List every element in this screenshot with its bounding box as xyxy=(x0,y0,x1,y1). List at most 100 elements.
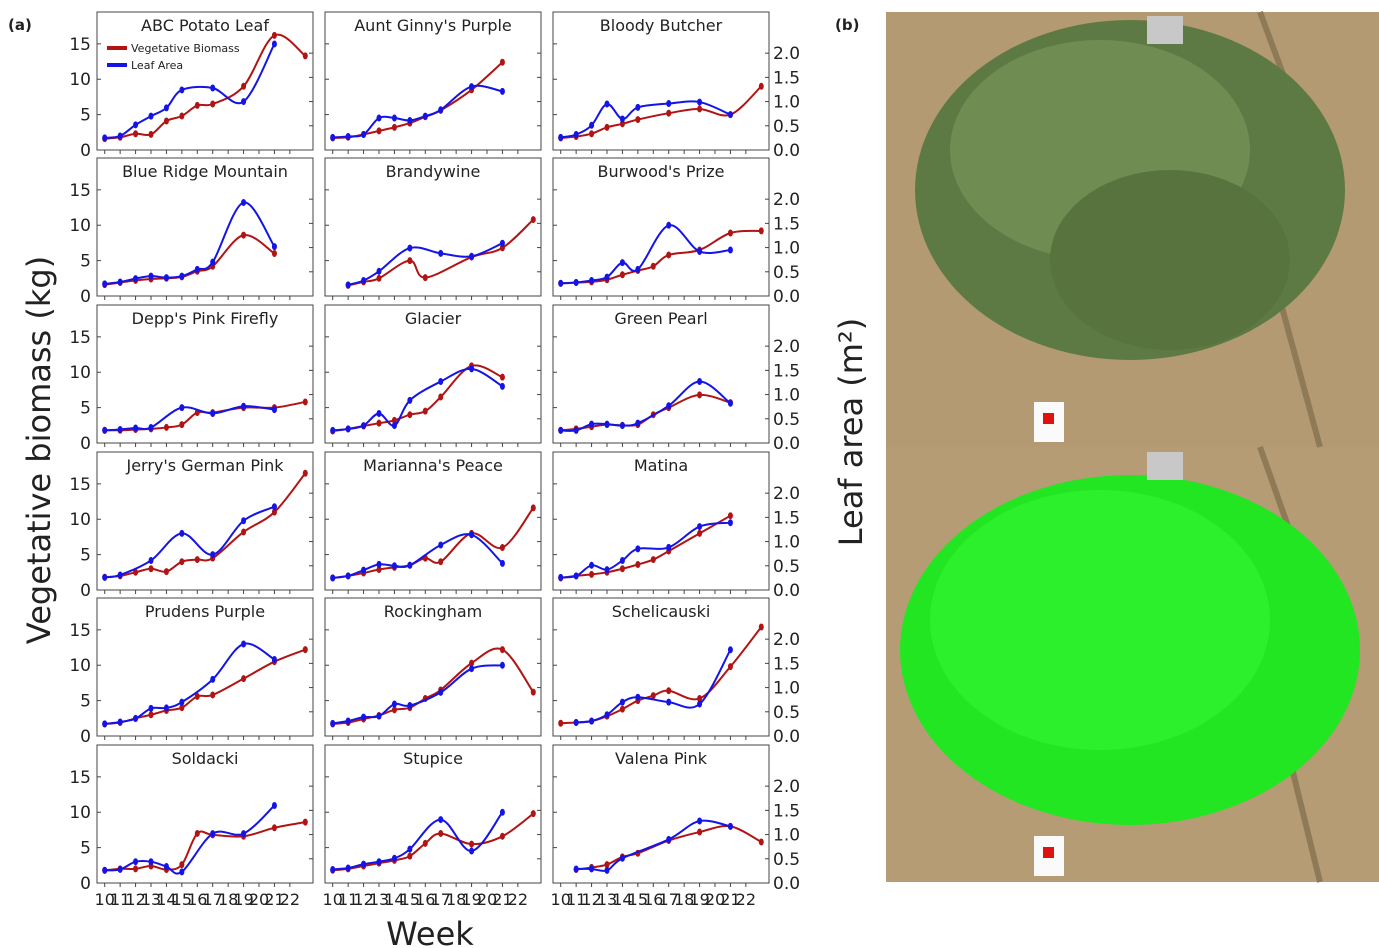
y-tick-label: 0 xyxy=(80,287,91,307)
panel-title: Valena Pink xyxy=(615,749,708,768)
data-point xyxy=(133,715,139,723)
data-point xyxy=(102,866,108,874)
data-point xyxy=(697,700,703,708)
x-tick-label: 13 xyxy=(369,890,389,909)
panel-label: (a) xyxy=(8,16,32,34)
panel-title: Aunt Ginny's Purple xyxy=(354,16,512,35)
data-point xyxy=(499,544,505,552)
panel-title: Brandywine xyxy=(386,162,481,181)
data-point xyxy=(499,559,505,567)
fit-curve xyxy=(576,819,731,872)
data-point xyxy=(530,216,536,224)
data-point xyxy=(604,566,610,574)
data-point xyxy=(619,698,625,706)
data-point xyxy=(619,422,625,430)
data-point xyxy=(179,558,185,566)
data-point xyxy=(589,865,595,873)
y2-tick-label: 1.5 xyxy=(773,801,800,821)
y2-tick-label: 1.0 xyxy=(773,679,800,699)
y2-tick-label: 0.0 xyxy=(773,141,800,161)
y-tick-label: 15 xyxy=(69,768,91,788)
x-tick-label: 16 xyxy=(415,890,435,909)
data-point xyxy=(102,134,108,142)
y-tick-label: 0 xyxy=(80,434,91,454)
data-point xyxy=(619,259,625,267)
data-point xyxy=(271,243,277,251)
data-point xyxy=(697,529,703,537)
x-tick-label: 18 xyxy=(674,890,694,909)
data-point xyxy=(697,98,703,106)
data-point xyxy=(407,701,413,709)
data-point xyxy=(376,127,382,135)
panel-title: Jerry's German Pink xyxy=(125,456,284,475)
fit-curve xyxy=(104,472,307,579)
data-point xyxy=(619,271,625,279)
panel-frame xyxy=(96,157,314,297)
y-tick-label: 0 xyxy=(80,874,91,894)
data-point xyxy=(179,861,185,869)
x-tick-label: 10 xyxy=(95,890,115,909)
fit-curve xyxy=(332,367,503,432)
x-tick-label: 15 xyxy=(628,890,648,909)
data-point xyxy=(133,130,139,138)
data-point xyxy=(697,828,703,836)
data-point xyxy=(271,503,277,511)
data-point xyxy=(376,712,382,720)
data-point xyxy=(194,829,200,837)
fit-curve xyxy=(560,393,731,432)
data-point xyxy=(666,221,672,229)
data-point xyxy=(345,132,351,140)
data-point xyxy=(422,839,428,847)
fit-curve xyxy=(560,100,731,139)
data-point xyxy=(361,422,367,430)
panel-title: Glacier xyxy=(405,309,462,328)
panel-frame xyxy=(324,11,542,151)
data-point xyxy=(210,551,216,559)
panel-frame xyxy=(96,11,314,151)
y2-tick-label: 0.0 xyxy=(773,434,800,454)
data-point xyxy=(619,115,625,123)
data-point xyxy=(302,646,308,654)
data-point xyxy=(210,691,216,699)
photos xyxy=(886,10,1379,883)
x-tick-label: 12 xyxy=(353,890,373,909)
data-point xyxy=(271,655,277,663)
data-point xyxy=(619,120,625,128)
panel-frame xyxy=(324,304,542,444)
data-point xyxy=(271,40,277,48)
panel-frame xyxy=(552,157,770,297)
panel-title: Depp's Pink Firefly xyxy=(132,309,279,328)
x-tick-label: 18 xyxy=(446,890,466,909)
x-tick-label: 19 xyxy=(233,890,253,909)
data-point xyxy=(376,858,382,866)
data-point xyxy=(619,854,625,862)
fit-curve xyxy=(332,364,503,432)
data-point xyxy=(361,566,367,574)
panel-frame xyxy=(552,304,770,444)
x-tick-label: 11 xyxy=(338,890,358,909)
data-point xyxy=(179,698,185,706)
panel-title: Prudens Purple xyxy=(145,602,265,621)
data-point xyxy=(241,517,247,525)
data-point xyxy=(391,700,397,708)
x-tick-label: 20 xyxy=(705,890,725,909)
data-point xyxy=(666,109,672,117)
data-point xyxy=(210,409,216,417)
data-point xyxy=(194,265,200,273)
panel-frame xyxy=(552,451,770,591)
data-point xyxy=(179,868,185,876)
data-point xyxy=(530,810,536,818)
data-point xyxy=(330,719,336,727)
data-point xyxy=(133,424,139,432)
panel-frame xyxy=(324,451,542,591)
data-point xyxy=(499,87,505,95)
data-point xyxy=(499,382,505,390)
y2-tick-label: 2.0 xyxy=(773,630,800,650)
data-point xyxy=(163,117,169,125)
y-tick-label: 5 xyxy=(80,106,91,126)
data-point xyxy=(499,646,505,654)
data-point xyxy=(210,258,216,266)
y2-tick-label: 1.0 xyxy=(773,386,800,406)
data-point xyxy=(619,565,625,573)
data-point xyxy=(438,541,444,549)
